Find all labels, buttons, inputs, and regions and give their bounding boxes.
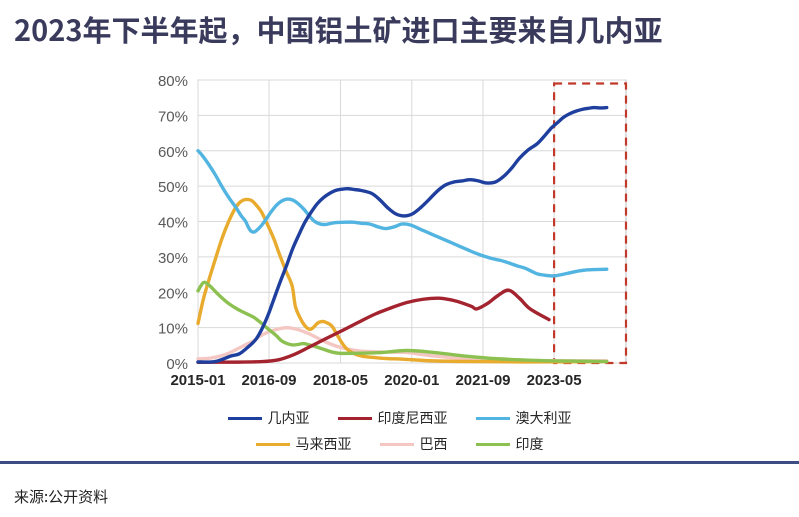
svg-text:2015-01: 2015-01	[170, 372, 225, 389]
svg-text:10%: 10%	[158, 321, 188, 338]
svg-text:20%: 20%	[158, 285, 188, 302]
svg-text:40%: 40%	[158, 215, 188, 232]
svg-text:2023-05: 2023-05	[527, 372, 582, 389]
svg-text:2018-05: 2018-05	[313, 372, 368, 389]
svg-text:80%: 80%	[158, 73, 188, 90]
svg-text:2016-09: 2016-09	[241, 372, 296, 389]
svg-text:70%: 70%	[158, 108, 188, 125]
svg-text:0%: 0%	[166, 356, 188, 373]
svg-text:50%: 50%	[158, 179, 188, 196]
svg-text:60%: 60%	[158, 144, 188, 161]
svg-text:2020-01: 2020-01	[384, 372, 439, 389]
svg-text:2021-09: 2021-09	[455, 372, 510, 389]
svg-text:30%: 30%	[158, 250, 188, 267]
